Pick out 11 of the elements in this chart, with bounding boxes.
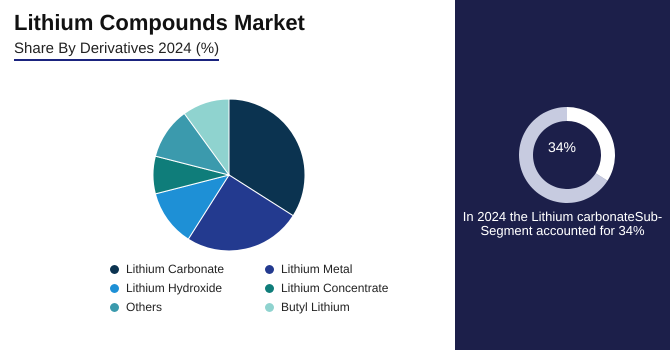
legend-label: Lithium Concentrate [281,281,388,295]
chart-title: Lithium Compounds Market [14,10,305,36]
chart-subtitle: Share By Derivatives 2024 (%) [14,40,220,61]
text: In 2024 the Lithium carbonateSub-Segment accounted for 34% [462,209,664,238]
text: 34% [546,139,578,155]
legend-label: Lithium Hydroxide [126,281,222,295]
legend-label: Lithium Carbonate [126,262,224,276]
donut-slice [519,107,608,203]
legend-label: Others [126,300,162,314]
legend-label: Butyl Lithium [281,300,350,314]
legend-label: Lithium Metal [281,262,352,276]
